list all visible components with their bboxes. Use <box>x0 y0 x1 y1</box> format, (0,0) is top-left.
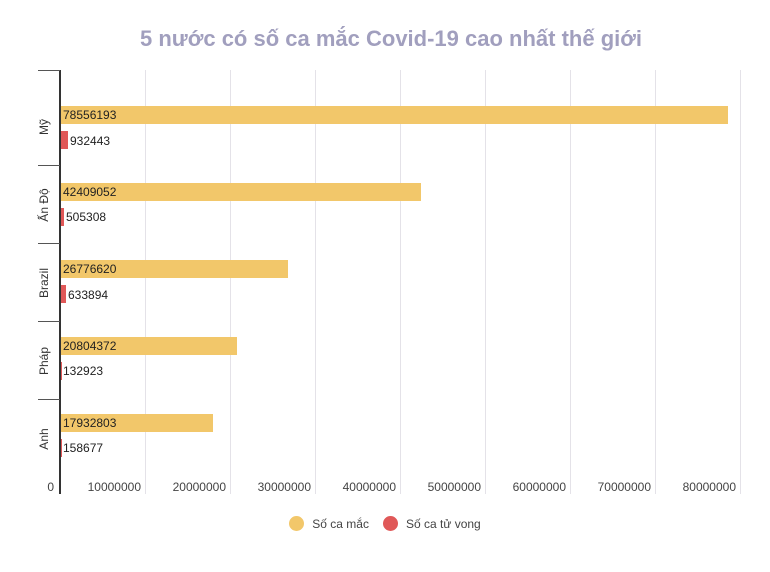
bar-deaths-an-do[interactable] <box>61 208 64 226</box>
x-tick-label: 10000000 <box>87 480 141 494</box>
bar-deaths-brazil[interactable] <box>61 285 66 303</box>
bar-cases-an-do[interactable] <box>61 183 421 201</box>
gridline <box>655 70 656 494</box>
x-tick-label: 40000000 <box>342 480 396 494</box>
bar-deaths-my[interactable] <box>61 131 68 149</box>
y-tick <box>38 243 60 244</box>
category-label-anh: Anh <box>37 428 51 450</box>
legend-dot-icon <box>382 516 398 531</box>
x-tick-label: 30000000 <box>257 480 311 494</box>
legend-label: Số ca mắc <box>312 516 369 531</box>
legend-label: Số ca tử vong <box>405 516 481 531</box>
y-tick <box>38 321 60 322</box>
legend-item-cases[interactable]: Số ca mắc <box>289 516 369 531</box>
bar-deaths-phap[interactable] <box>61 362 62 380</box>
gridline <box>740 70 741 494</box>
category-label-my: Mỹ <box>37 119 51 135</box>
gridline <box>400 70 401 494</box>
x-tick-label: 80000000 <box>682 480 736 494</box>
y-tick <box>38 70 60 71</box>
value-label: 505308 <box>66 210 107 224</box>
x-tick-label: 70000000 <box>597 480 651 494</box>
legend-item-deaths[interactable]: Số ca tử vong <box>382 516 481 531</box>
gridline <box>485 70 486 494</box>
value-label: 633894 <box>68 288 109 302</box>
x-tick-label: 0 <box>47 480 54 494</box>
value-label: 932443 <box>70 134 111 148</box>
bar-cases-anh[interactable] <box>61 414 213 432</box>
category-label-an-do: Ấn Độ <box>37 188 51 222</box>
y-tick <box>38 399 60 400</box>
legend: Số ca mắc Số ca tử vong <box>0 516 770 531</box>
value-label: 42409052 <box>63 185 117 199</box>
value-label: 158677 <box>63 441 104 455</box>
chart-title: 5 nước có số ca mắc Covid-19 cao nhất th… <box>139 26 642 51</box>
gridline <box>315 70 316 494</box>
legend-dot-icon <box>289 516 305 531</box>
gridline <box>145 70 146 494</box>
y-tick <box>38 165 60 166</box>
x-tick-label: 50000000 <box>427 480 481 494</box>
value-label: 132923 <box>63 364 104 378</box>
bar-deaths-anh[interactable] <box>61 439 62 457</box>
x-tick-label: 60000000 <box>512 480 566 494</box>
category-label-phap: Pháp <box>37 346 51 376</box>
plot-area <box>60 70 750 494</box>
bar-cases-phap[interactable] <box>61 337 237 355</box>
bar-cases-my[interactable] <box>61 106 728 124</box>
x-tick-label: 20000000 <box>172 480 226 494</box>
gridline <box>570 70 571 494</box>
category-label-brazil: Brazil <box>37 268 51 299</box>
gridline <box>230 70 231 494</box>
value-label: 26776620 <box>63 262 117 276</box>
value-label: 20804372 <box>63 339 117 353</box>
value-label: 78556193 <box>63 108 117 122</box>
bar-cases-brazil[interactable] <box>61 260 288 278</box>
value-label: 17932803 <box>63 416 117 430</box>
y-axis-line <box>59 70 61 494</box>
